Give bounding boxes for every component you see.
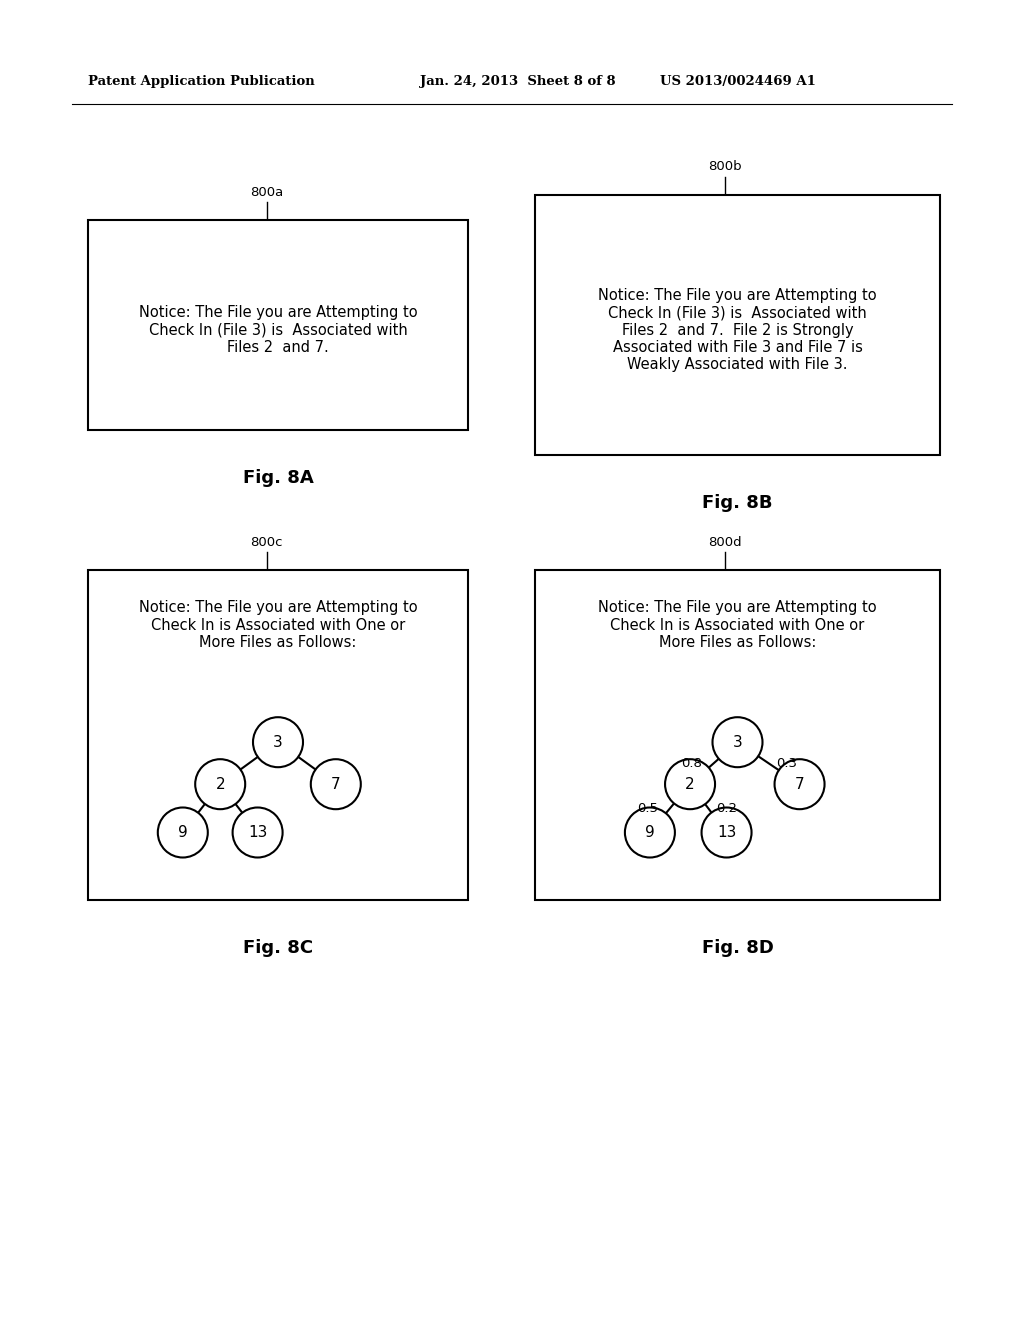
Text: US 2013/0024469 A1: US 2013/0024469 A1	[660, 75, 816, 88]
Text: 800b: 800b	[709, 161, 742, 173]
Text: Notice: The File you are Attempting to
Check In is Associated with One or
More F: Notice: The File you are Attempting to C…	[598, 601, 877, 649]
Text: 0.2: 0.2	[716, 801, 737, 814]
Text: Jan. 24, 2013  Sheet 8 of 8: Jan. 24, 2013 Sheet 8 of 8	[420, 75, 615, 88]
Text: 3: 3	[732, 735, 742, 750]
Text: 9: 9	[645, 825, 654, 840]
Bar	[535, 570, 940, 900]
Text: Notice: The File you are Attempting to
Check In (File 3) is  Associated with
Fil: Notice: The File you are Attempting to C…	[138, 305, 418, 355]
Text: Notice: The File you are Attempting to
Check In is Associated with One or
More F: Notice: The File you are Attempting to C…	[138, 601, 418, 649]
Text: 2: 2	[685, 776, 695, 792]
Text: 800d: 800d	[709, 536, 742, 549]
Circle shape	[701, 808, 752, 858]
Text: Fig. 8D: Fig. 8D	[701, 939, 773, 957]
Bar	[535, 195, 940, 455]
Text: 2: 2	[215, 776, 225, 792]
Bar	[88, 220, 468, 430]
Circle shape	[196, 759, 245, 809]
Text: 13: 13	[248, 825, 267, 840]
Text: 0.5: 0.5	[638, 801, 658, 814]
Text: Notice: The File you are Attempting to
Check In (File 3) is  Associated with
Fil: Notice: The File you are Attempting to C…	[598, 288, 877, 372]
Circle shape	[232, 808, 283, 858]
Text: Fig. 8B: Fig. 8B	[702, 494, 773, 512]
Text: 800c: 800c	[250, 536, 283, 549]
Text: Patent Application Publication: Patent Application Publication	[88, 75, 314, 88]
Text: 0.3: 0.3	[776, 756, 797, 770]
Text: Fig. 8C: Fig. 8C	[243, 939, 313, 957]
Text: 7: 7	[795, 776, 805, 792]
Circle shape	[253, 717, 303, 767]
Circle shape	[665, 759, 715, 809]
Text: 0.8: 0.8	[681, 756, 702, 770]
Circle shape	[774, 759, 824, 809]
Circle shape	[625, 808, 675, 858]
Text: 800a: 800a	[250, 186, 284, 198]
Circle shape	[311, 759, 360, 809]
Text: 9: 9	[178, 825, 187, 840]
Text: 7: 7	[331, 776, 341, 792]
Text: 3: 3	[273, 735, 283, 750]
Bar	[88, 570, 468, 900]
Circle shape	[713, 717, 763, 767]
Text: 13: 13	[717, 825, 736, 840]
Circle shape	[158, 808, 208, 858]
Text: Fig. 8A: Fig. 8A	[243, 469, 313, 487]
